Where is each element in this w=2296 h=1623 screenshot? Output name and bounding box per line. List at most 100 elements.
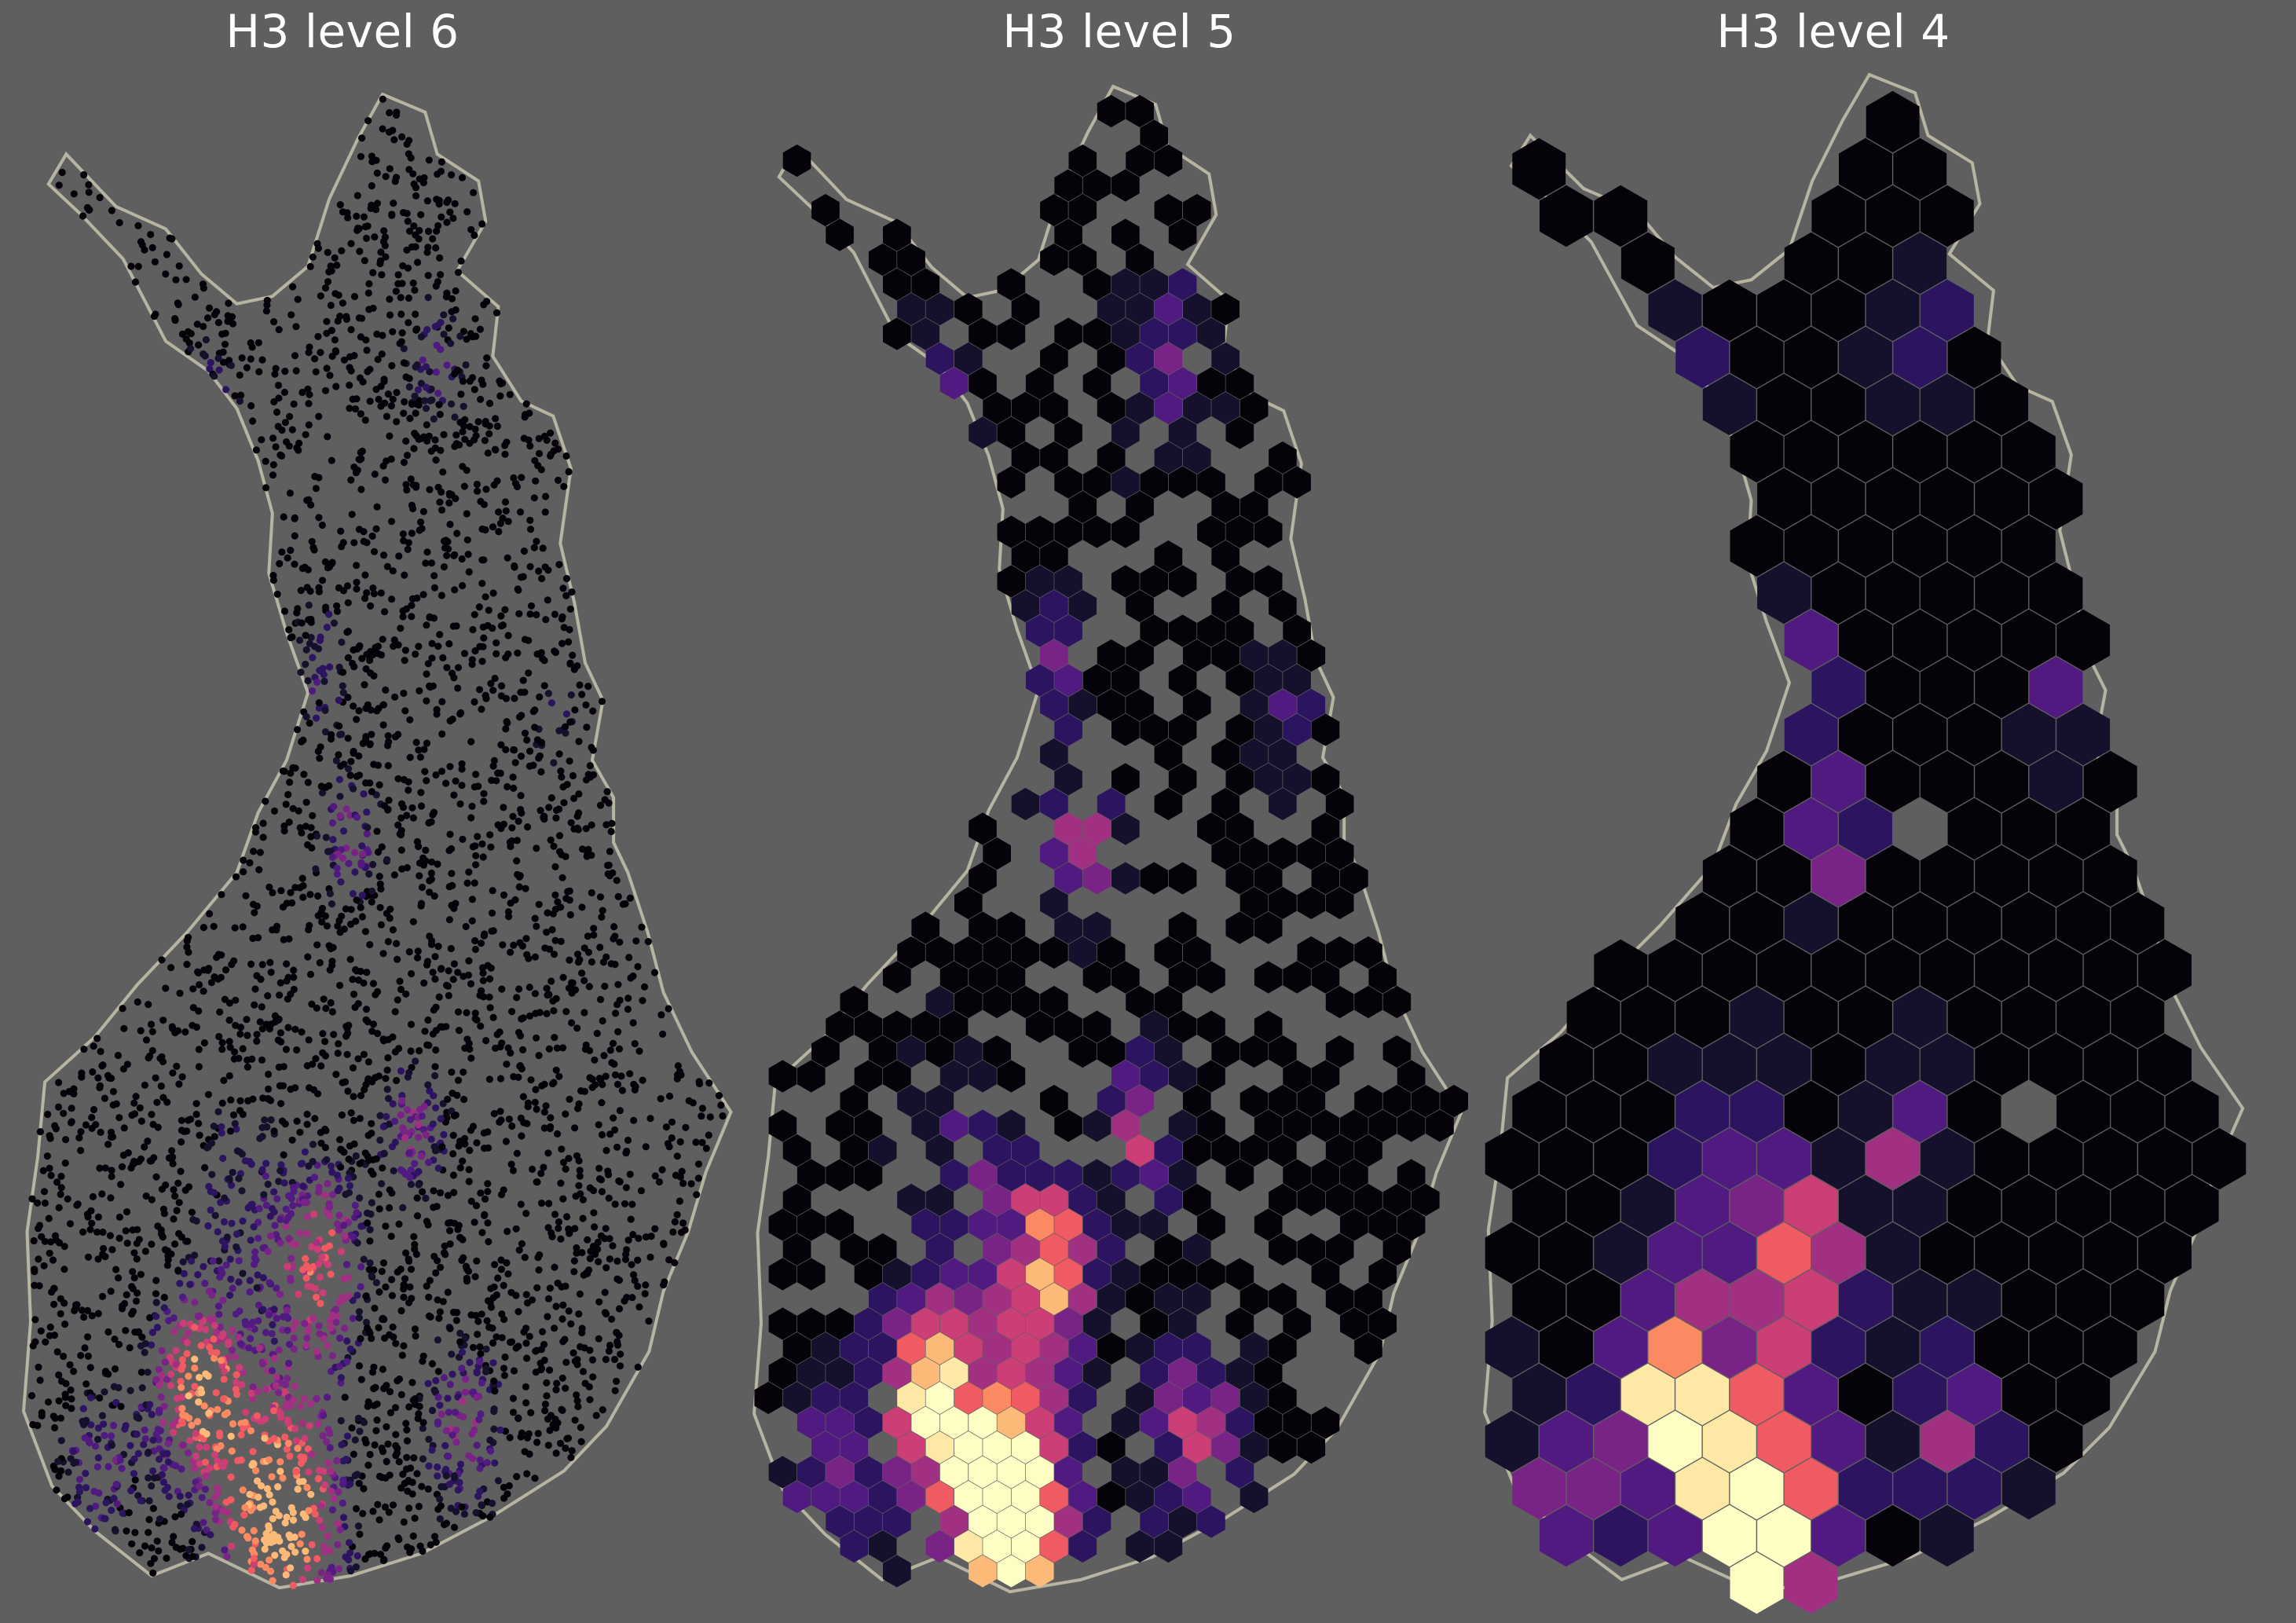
h3-level-4-cell	[1947, 609, 2001, 672]
h3-level-6-cell	[574, 1402, 582, 1411]
h3-level-6-cell	[272, 365, 280, 372]
h3-level-6-cell	[441, 1242, 449, 1250]
h3-level-5-cell	[1168, 763, 1197, 796]
h3-level-6-cell	[397, 1266, 405, 1273]
h3-level-5-cell	[1283, 466, 1311, 499]
h3-level-6-cell	[477, 1022, 485, 1030]
h3-level-4-cell	[2138, 1127, 2192, 1190]
h3-level-6-cell	[401, 657, 408, 665]
h3-level-4-cell	[1893, 1174, 1947, 1237]
h3-level-6-cell	[311, 355, 319, 363]
h3-level-6-cell	[445, 967, 452, 975]
h3-level-6-cell	[497, 1191, 506, 1199]
h3-level-4-cell	[1675, 1174, 1730, 1237]
h3-level-6-cell	[655, 1178, 664, 1186]
h3-level-6-cell	[411, 1515, 419, 1522]
h3-level-6-cell	[523, 1299, 532, 1307]
h3-level-6-cell	[146, 1313, 154, 1321]
h3-level-6-cell	[174, 1027, 182, 1035]
h3-level-6-cell	[321, 558, 329, 566]
h3-level-6-cell	[375, 781, 383, 789]
h3-level-6-cell	[634, 962, 642, 971]
h3-level-6-cell	[185, 1414, 193, 1422]
h3-level-6-cell	[465, 1039, 473, 1047]
h3-level-6-cell	[630, 1271, 638, 1279]
h3-level-6-cell	[504, 518, 512, 526]
h3-level-6-cell	[265, 1070, 273, 1079]
h3-level-6-cell	[434, 1296, 441, 1304]
h3-level-6-cell	[156, 1427, 164, 1434]
h3-level-6-cell	[334, 1050, 342, 1057]
h3-level-4-cell	[1757, 1127, 1811, 1190]
h3-level-4-cell	[1594, 1222, 1648, 1284]
h3-level-6-cell	[406, 1283, 414, 1291]
h3-level-6-cell	[177, 1377, 185, 1386]
h3-level-6-cell	[482, 420, 489, 428]
h3-level-6-cell	[120, 1024, 128, 1032]
h3-level-5-cell	[1154, 342, 1183, 376]
h3-level-6-cell	[233, 1230, 241, 1238]
h3-level-6-cell	[157, 1371, 165, 1379]
h3-level-6-cell	[146, 1157, 154, 1165]
h3-level-6-cell	[292, 1437, 300, 1445]
h3-level-6-cell	[265, 1279, 273, 1287]
h3-level-5-cell	[1140, 1208, 1168, 1241]
h3-level-5-cell	[1011, 1530, 1040, 1563]
h3-level-6-cell	[557, 768, 565, 775]
h3-level-5-cell	[883, 1307, 911, 1340]
h3-level-6-cell	[229, 1168, 236, 1176]
h3-level-6-cell	[416, 226, 423, 235]
h3-level-5-cell	[969, 961, 997, 994]
h3-level-6-cell	[555, 1218, 563, 1226]
h3-level-6-cell	[429, 811, 437, 819]
h3-level-6-cell	[447, 944, 455, 953]
h3-level-6-cell	[358, 447, 366, 456]
h3-level-6-cell	[472, 1202, 481, 1210]
h3-level-4-cell	[1648, 1222, 1702, 1284]
h3-level-6-cell	[397, 338, 405, 346]
h3-level-5-cell	[1411, 1084, 1440, 1118]
h3-level-6-cell	[591, 1223, 599, 1231]
h3-level-6-cell	[90, 1105, 98, 1114]
h3-level-6-cell	[692, 1138, 700, 1146]
h3-level-4-cell	[1839, 420, 1892, 483]
h3-level-6-cell	[282, 1205, 290, 1213]
h3-level-6-cell	[268, 1330, 276, 1338]
h3-level-6-cell	[482, 362, 490, 370]
h3-level-6-cell	[517, 805, 525, 814]
h3-level-6-cell	[576, 956, 584, 964]
h3-level-6-cell	[415, 643, 423, 650]
h3-level-6-cell	[214, 319, 222, 327]
h3-level-4-cell	[2056, 609, 2111, 672]
h3-level-6-cell	[187, 345, 195, 353]
h3-level-6-cell	[321, 1125, 329, 1134]
h3-level-6-cell	[265, 1025, 273, 1033]
h3-level-6-cell	[416, 518, 425, 526]
h3-level-5-cell	[1082, 961, 1111, 994]
h3-level-6-cell	[298, 1530, 306, 1538]
h3-level-6-cell	[369, 304, 377, 312]
h3-level-6-cell	[324, 848, 332, 855]
h3-level-5-cell	[1111, 1109, 1140, 1142]
h3-level-6-cell	[318, 577, 327, 584]
h3-level-6-cell	[677, 1071, 685, 1079]
h3-level-6-cell	[287, 1504, 295, 1511]
h3-level-6-cell	[645, 1317, 653, 1325]
h3-level-6-cell	[83, 1518, 92, 1526]
h3-level-5-cell	[1025, 1307, 1054, 1340]
h3-level-6-cell	[366, 656, 374, 665]
h3-level-6-cell	[551, 936, 559, 944]
h3-level-6-cell	[578, 903, 586, 911]
h3-level-6-cell	[34, 1199, 42, 1207]
h3-level-6-cell	[108, 1246, 116, 1254]
h3-level-6-cell	[445, 1409, 452, 1416]
h3-level-6-cell	[500, 820, 508, 828]
h3-level-6-cell	[540, 682, 548, 690]
h3-level-6-cell	[544, 1149, 552, 1157]
h3-level-5-cell	[1269, 1332, 1297, 1365]
h3-level-5-cell	[1183, 1480, 1211, 1514]
h3-level-6-cell	[576, 1172, 584, 1180]
h3-level-6-cell	[491, 1459, 499, 1467]
h3-level-6-cell	[383, 1457, 390, 1466]
h3-level-6-cell	[109, 1087, 117, 1096]
